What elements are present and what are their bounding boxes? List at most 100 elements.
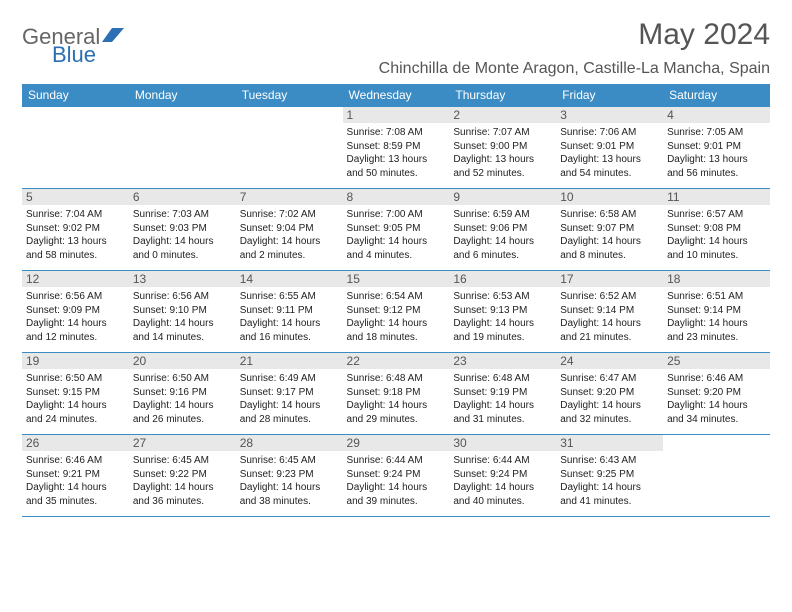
day-number: 8 [343,189,450,205]
calendar-cell: 15Sunrise: 6:54 AMSunset: 9:12 PMDayligh… [343,271,450,353]
sunrise-line: Sunrise: 7:08 AM [347,126,446,140]
sunset-line: Sunset: 9:07 PM [560,222,659,236]
day-number: 5 [22,189,129,205]
calendar-cell: 7Sunrise: 7:02 AMSunset: 9:04 PMDaylight… [236,189,343,271]
day-number: 17 [556,271,663,287]
daylight-line: Daylight: 14 hours and 12 minutes. [26,317,125,344]
daylight-line: Daylight: 14 hours and 35 minutes. [26,481,125,508]
sunset-line: Sunset: 9:01 PM [667,140,766,154]
day-number: 19 [22,353,129,369]
sunset-line: Sunset: 9:02 PM [26,222,125,236]
sunrise-line: Sunrise: 6:44 AM [453,454,552,468]
day-number: 29 [343,435,450,451]
sunrise-line: Sunrise: 6:47 AM [560,372,659,386]
calendar-cell: 16 Sunrise: 6:53 AMSunset: 9:13 PMDayligh… [449,271,556,353]
sunrise-line: Sunrise: 7:04 AM [26,208,125,222]
day-number: 26 [22,435,129,451]
daylight-line: Daylight: 14 hours and 14 minutes. [133,317,232,344]
day-number: 10 [556,189,663,205]
calendar-cell: 11Sunrise: 6:57 AMSunset: 9:08 PMDayligh… [663,189,770,271]
day-number: 28 [236,435,343,451]
day-number: 14 [236,271,343,287]
sunset-line: Sunset: 9:13 PM [453,304,552,318]
day-number: 21 [236,353,343,369]
calendar-cell: 25Sunrise: 6:46 AMSunset: 9:20 PMDayligh… [663,353,770,435]
calendar-cell: 8Sunrise: 7:00 AMSunset: 9:05 PMDaylight… [343,189,450,271]
sunset-line: Sunset: 9:16 PM [133,386,232,400]
calendar-body: 1Sunrise: 7:08 AMSunset: 8:59 PMDaylight… [22,107,770,517]
calendar-cell: 6Sunrise: 7:03 AMSunset: 9:03 PMDaylight… [129,189,236,271]
header: General Blue May 2024 Chinchilla de Mont… [22,18,770,78]
calendar-cell: 22Sunrise: 6:48 AMSunset: 9:18 PMDayligh… [343,353,450,435]
calendar-cell: 2Sunrise: 7:07 AMSunset: 9:00 PMDaylight… [449,107,556,189]
title-block: May 2024 Chinchilla de Monte Aragon, Cas… [379,18,770,78]
day-number: 20 [129,353,236,369]
calendar-cell: 9Sunrise: 6:59 AMSunset: 9:06 PMDaylight… [449,189,556,271]
logo-text: General Blue [22,24,124,50]
calendar-cell: 4Sunrise: 7:05 AMSunset: 9:01 PMDaylight… [663,107,770,189]
daylight-line: Daylight: 14 hours and 40 minutes. [453,481,552,508]
calendar-cell: 28Sunrise: 6:45 AMSunset: 9:23 PMDayligh… [236,435,343,517]
sunrise-line: Sunrise: 7:02 AM [240,208,339,222]
daylight-line: Daylight: 13 hours and 50 minutes. [347,153,446,180]
sunrise-line: Sunrise: 6:55 AM [240,290,339,304]
daylight-line: Daylight: 14 hours and 29 minutes. [347,399,446,426]
daylight-line: Daylight: 14 hours and 39 minutes. [347,481,446,508]
sunrise-line: Sunrise: 6:48 AM [453,372,552,386]
calendar-cell: 13 Sunrise: 6:56 AMSunset: 9:10 PMDayligh… [129,271,236,353]
daylight-line: Daylight: 13 hours and 52 minutes. [453,153,552,180]
day-number: 22 [343,353,450,369]
sunrise-line: Sunrise: 6:50 AM [133,372,232,386]
sunrise-line: Sunrise: 6:45 AM [133,454,232,468]
sunset-line: Sunset: 9:04 PM [240,222,339,236]
sunrise-line: Sunrise: 6:43 AM [560,454,659,468]
daylight-line: Daylight: 14 hours and 31 minutes. [453,399,552,426]
sunrise-line: Sunrise: 6:48 AM [347,372,446,386]
daylight-line: Daylight: 14 hours and 41 minutes. [560,481,659,508]
sunrise-line: Sunrise: 6:56 AM [133,290,232,304]
location: Chinchilla de Monte Aragon, Castille-La … [379,60,770,78]
daylight-line: Daylight: 14 hours and 23 minutes. [667,317,766,344]
logo-part2: Blue [52,42,96,68]
sunset-line: Sunset: 9:24 PM [347,468,446,482]
logo-triangle2-icon [112,28,124,42]
sunset-line: Sunset: 9:20 PM [560,386,659,400]
day-number: 27 [129,435,236,451]
sunset-line: Sunset: 8:59 PM [347,140,446,154]
weekday-header: Monday [129,84,236,107]
day-number: 4 [663,107,770,123]
sunrise-line: Sunrise: 7:06 AM [560,126,659,140]
sunrise-line: Sunrise: 6:58 AM [560,208,659,222]
sunrise-line: Sunrise: 6:54 AM [347,290,446,304]
sunset-line: Sunset: 9:01 PM [560,140,659,154]
sunset-line: Sunset: 9:15 PM [26,386,125,400]
sunrise-line: Sunrise: 7:03 AM [133,208,232,222]
calendar-cell: 31Sunrise: 6:43 AMSunset: 9:25 PMDayligh… [556,435,663,517]
sunrise-line: Sunrise: 6:44 AM [347,454,446,468]
sunset-line: Sunset: 9:12 PM [347,304,446,318]
daylight-line: Daylight: 14 hours and 4 minutes. [347,235,446,262]
calendar-cell: 29 Sunrise: 6:44 AMSunset: 9:24 PMDayligh… [343,435,450,517]
daylight-line: Daylight: 13 hours and 54 minutes. [560,153,659,180]
sunset-line: Sunset: 9:05 PM [347,222,446,236]
weekday-header: Sunday [22,84,129,107]
day-number: 13 [129,271,236,287]
calendar-cell: 26 Sunrise: 6:46 AMSunset: 9:21 PMDayligh… [22,435,129,517]
sunrise-line: Sunrise: 6:46 AM [26,454,125,468]
calendar-cell: 18Sunrise: 6:51 AMSunset: 9:14 PMDayligh… [663,271,770,353]
day-number: 16 [449,271,556,287]
calendar-cell: 23Sunrise: 6:48 AMSunset: 9:19 PMDayligh… [449,353,556,435]
weekday-header: Saturday [663,84,770,107]
calendar-cell: 27Sunrise: 6:45 AMSunset: 9:22 PMDayligh… [129,435,236,517]
day-number: 12 [22,271,129,287]
calendar-cell: 1Sunrise: 7:08 AMSunset: 8:59 PMDaylight… [343,107,450,189]
daylight-line: Daylight: 14 hours and 19 minutes. [453,317,552,344]
sunset-line: Sunset: 9:10 PM [133,304,232,318]
sunrise-line: Sunrise: 6:49 AM [240,372,339,386]
month-title: May 2024 [379,18,770,52]
sunrise-line: Sunrise: 6:53 AM [453,290,552,304]
daylight-line: Daylight: 14 hours and 2 minutes. [240,235,339,262]
weekday-header: Thursday [449,84,556,107]
sunset-line: Sunset: 9:21 PM [26,468,125,482]
sunrise-line: Sunrise: 6:52 AM [560,290,659,304]
